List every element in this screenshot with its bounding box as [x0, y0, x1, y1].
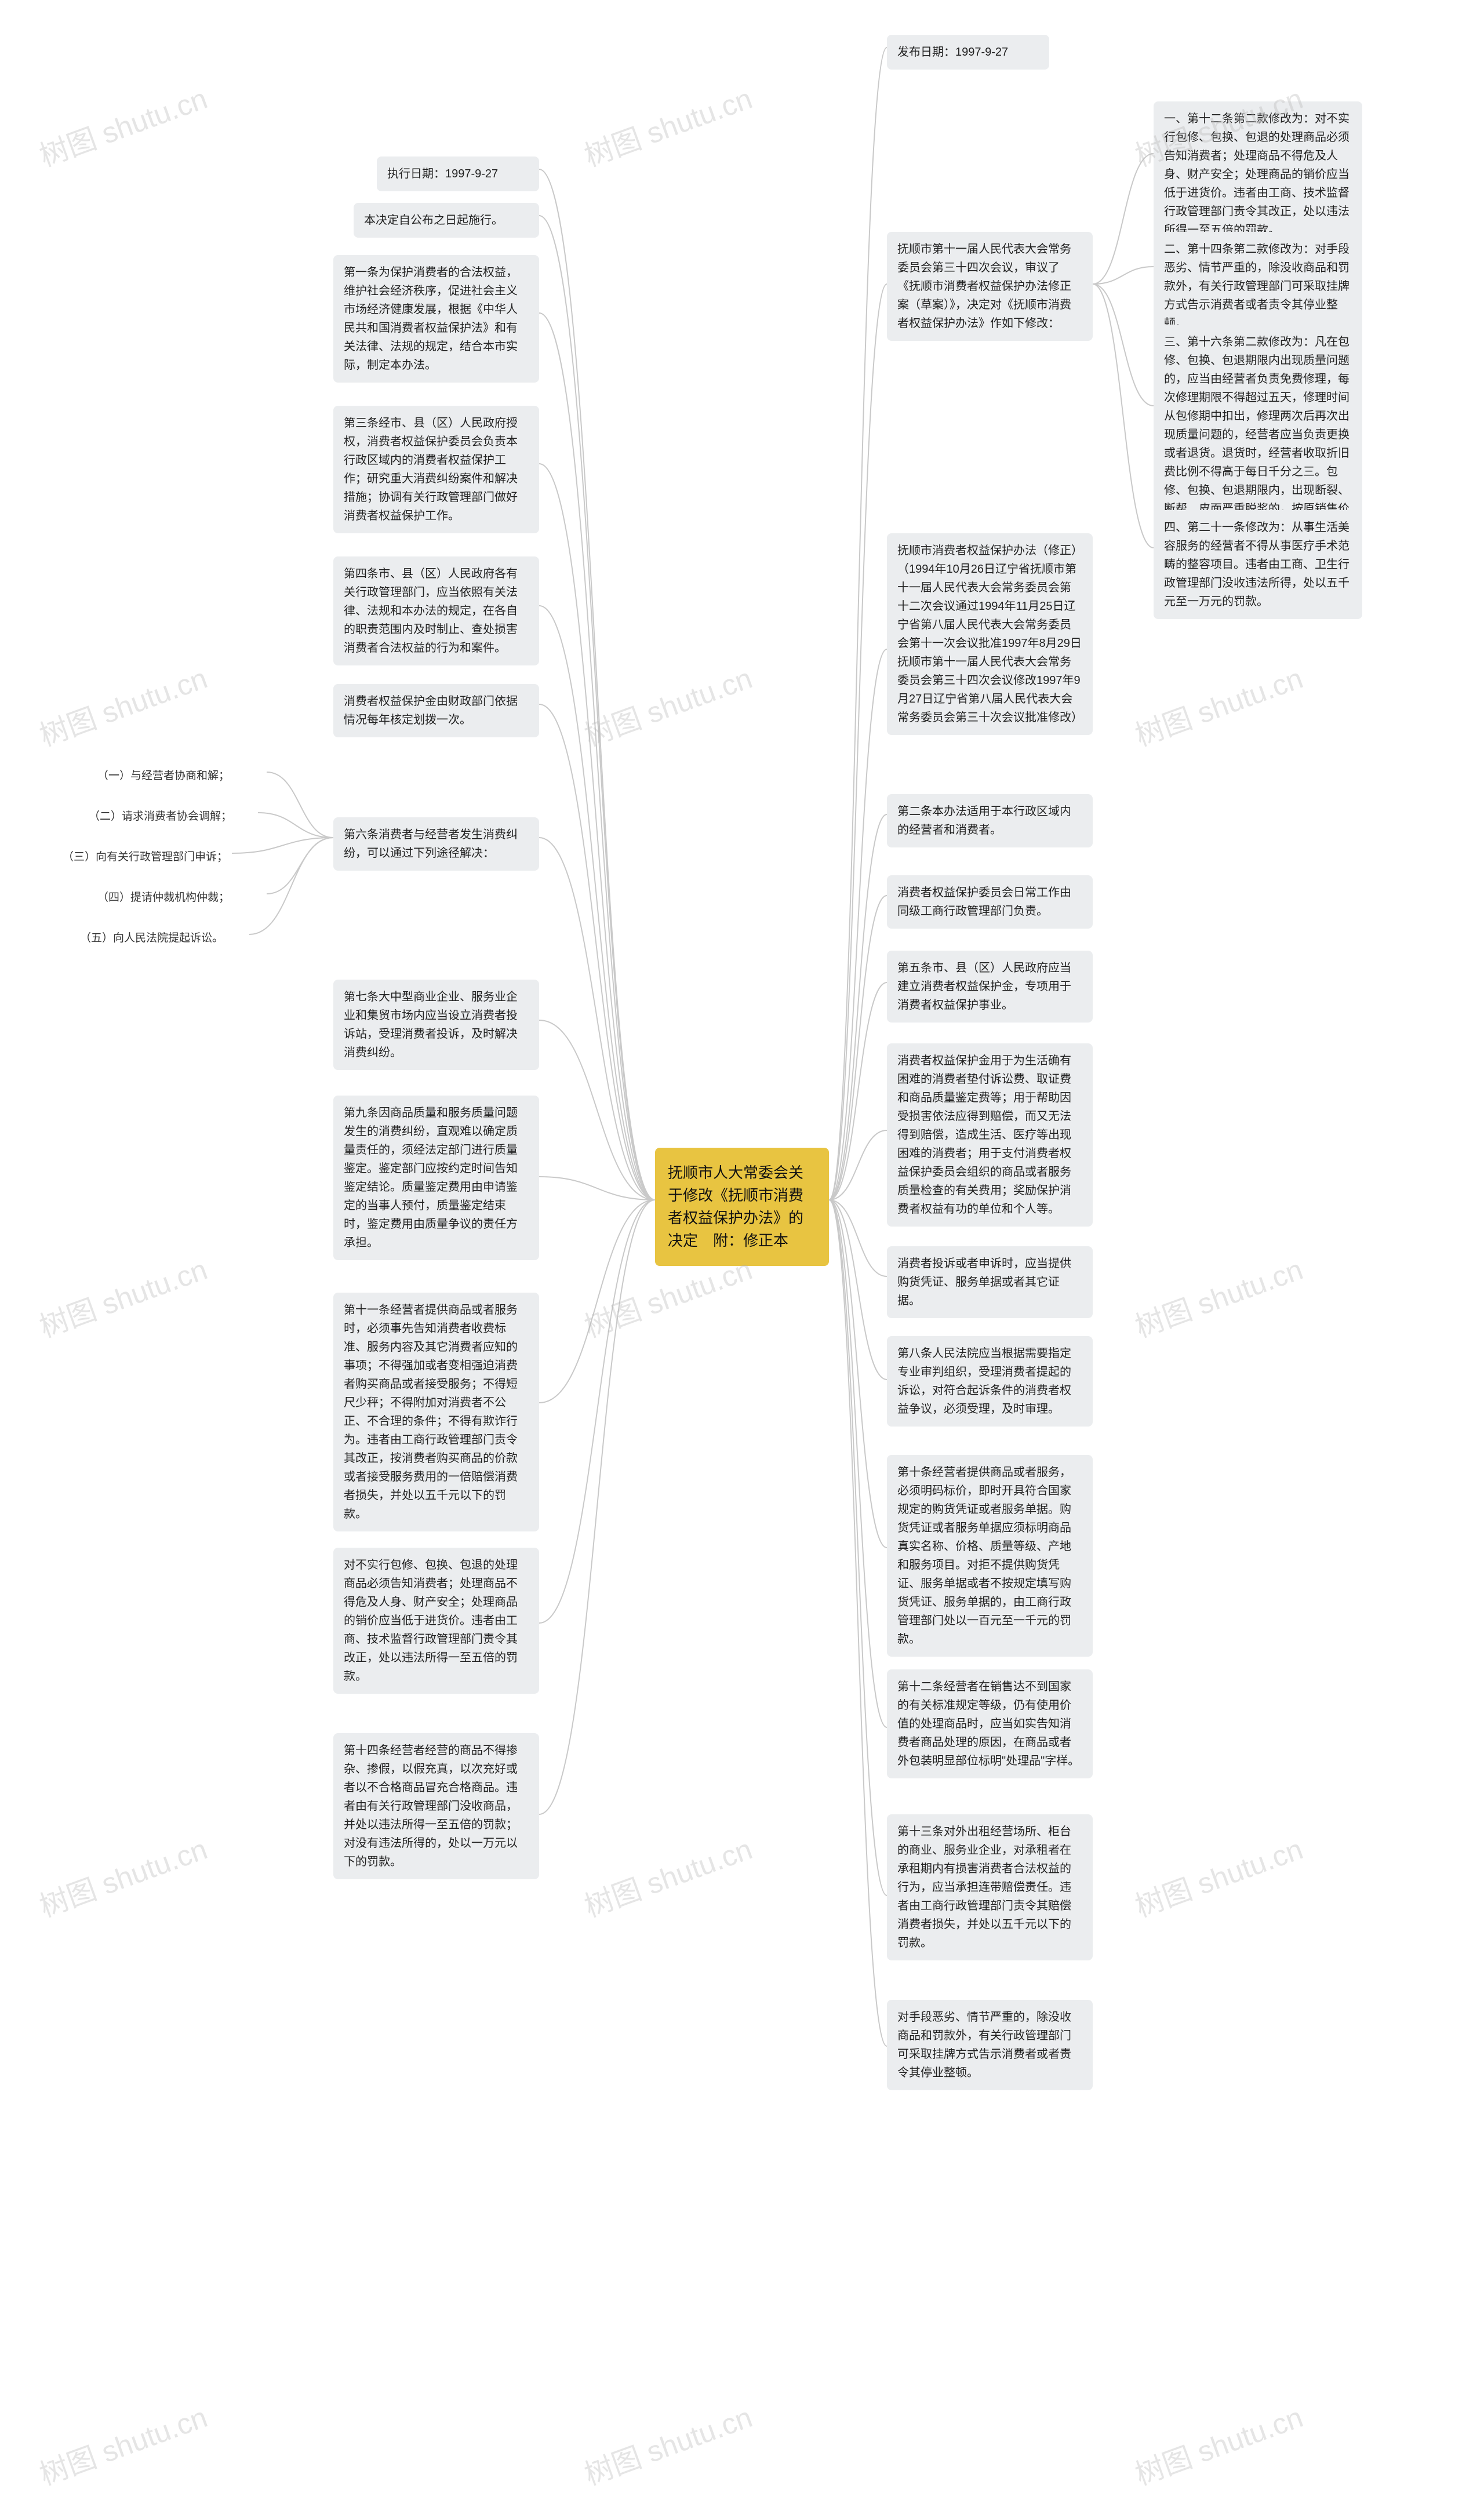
watermark: 树图 shutu.cn: [33, 1246, 212, 1345]
l4: 第三条经市、县（区）人民政府授权，消费者权益保护委员会负责本行政区域内的消费者权…: [333, 406, 539, 533]
watermark: 树图 shutu.cn: [33, 2394, 212, 2493]
watermark: 树图 shutu.cn: [578, 75, 757, 174]
l12: 第十四条经营者经营的商品不得掺杂、掺假，以假充真，以次充好或者以不合格商品冒充合…: [333, 1733, 539, 1879]
left-leaf: （二）请求消费者协会调解；: [84, 806, 237, 828]
watermark: 树图 shutu.cn: [578, 655, 757, 754]
r5: 消费者权益保护委员会日常工作由同级工商行政管理部门负责。: [887, 875, 1093, 929]
r2-leaf: 四、第二十一条修改为：从事生活美容服务的经营者不得从事医疗手术范畴的整容项目。违…: [1154, 510, 1362, 619]
l1: 执行日期：1997-9-27: [377, 157, 539, 191]
l11: 对不实行包修、包换、包退的处理商品必须告知消费者；处理商品不得危及人身、财产安全…: [333, 1548, 539, 1694]
watermark: 树图 shutu.cn: [1129, 1246, 1308, 1345]
watermark: 树图 shutu.cn: [578, 2394, 757, 2493]
l5: 第四条市、县（区）人民政府各有关行政管理部门，应当依照有关法律、法规和本办法的规…: [333, 556, 539, 665]
watermark: 树图 shutu.cn: [1129, 2394, 1308, 2493]
watermark: 树图 shutu.cn: [33, 75, 212, 174]
r13: 对手段恶劣、情节严重的，除没收商品和罚款外，有关行政管理部门可采取挂牌方式告示消…: [887, 2000, 1093, 2090]
left-leaf: （五）向人民法院提起诉讼。: [75, 927, 228, 949]
l10: 第十一条经营者提供商品或者服务时，必须事先告知消费者收费标准、服务内容及其它消费…: [333, 1293, 539, 1531]
l2: 本决定自公布之日起施行。: [354, 203, 539, 238]
r7: 消费者权益保护金用于为生活确有困难的消费者垫付诉讼费、取证费和商品质量鉴定费等；…: [887, 1043, 1093, 1227]
r2-leaf: 一、第十二条第二款修改为：对不实行包修、包换、包退的处理商品必须告知消费者；处理…: [1154, 101, 1362, 248]
left-leaf: （三）向有关行政管理部门申诉；: [58, 846, 232, 868]
watermark: 树图 shutu.cn: [578, 1826, 757, 1925]
r1: 发布日期：1997-9-27: [887, 35, 1049, 70]
l9: 第九条因商品质量和服务质量问题发生的消费纠纷，直观难以确定质量责任的，须经法定部…: [333, 1096, 539, 1260]
r6: 第五条市、县（区）人民政府应当建立消费者权益保护金，专项用于消费者权益保护事业。: [887, 951, 1093, 1023]
watermark: 树图 shutu.cn: [1129, 1826, 1308, 1925]
r12: 第十三条对外出租经营场所、柜台的商业、服务业企业，对承租者在承租期内有损害消费者…: [887, 1814, 1093, 1960]
r3: 抚顺市消费者权益保护办法（修正）（1994年10月26日辽宁省抚顺市第十一届人民…: [887, 533, 1093, 735]
r2: 抚顺市第十一届人民代表大会常务委员会第三十四次会议，审议了《抚顺市消费者权益保护…: [887, 232, 1093, 341]
r10: 第十条经营者提供商品或者服务，必须明码标价，即时开具符合国家规定的购货凭证或者服…: [887, 1455, 1093, 1657]
r8: 消费者投诉或者申诉时，应当提供购货凭证、服务单据或者其它证据。: [887, 1246, 1093, 1318]
root-node: 抚顺市人大常委会关于修改《抚顺市消费者权益保护办法》的决定 附：修正本: [655, 1148, 829, 1266]
r11: 第十二条经营者在销售达不到国家的有关标准规定等级，仍有使用价值的处理商品时，应当…: [887, 1669, 1093, 1778]
l3: 第一条为保护消费者的合法权益，维护社会经济秩序，促进社会主义市场经济健康发展，根…: [333, 255, 539, 383]
watermark: 树图 shutu.cn: [33, 655, 212, 754]
watermark: 树图 shutu.cn: [33, 1826, 212, 1925]
l8: 第七条大中型商业企业、服务业企业和集贸市场内应当设立消费者投诉站，受理消费者投诉…: [333, 980, 539, 1070]
left-leaf: （四）提请仲裁机构仲裁；: [93, 887, 234, 909]
l7: 第六条消费者与经营者发生消费纠纷，可以通过下列途径解决：: [333, 817, 539, 871]
left-leaf: （一）与经营者协商和解；: [93, 765, 234, 787]
watermark: 树图 shutu.cn: [1129, 655, 1308, 754]
l6: 消费者权益保护金由财政部门依据情况每年核定划拨一次。: [333, 684, 539, 737]
r9: 第八条人民法院应当根据需要指定专业审判组织，受理消费者提起的诉讼，对符合起诉条件…: [887, 1336, 1093, 1427]
r4: 第二条本办法适用于本行政区域内的经营者和消费者。: [887, 794, 1093, 847]
